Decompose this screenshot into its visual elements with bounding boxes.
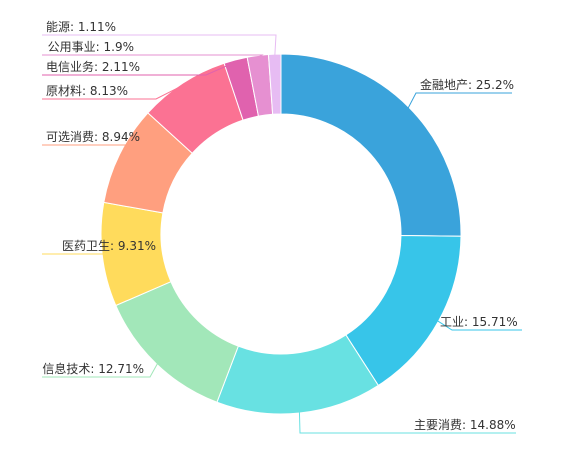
slice-label-2: 工业: 15.71% bbox=[440, 315, 518, 329]
slice-4[interactable] bbox=[115, 281, 239, 403]
slice-label-1: 金融地产: 25.2% bbox=[420, 77, 514, 92]
leader-line-6 bbox=[42, 144, 132, 156]
slice-label-7: 原材料: 8.13% bbox=[46, 84, 128, 98]
leader-line-8 bbox=[42, 61, 237, 76]
leader-line-3 bbox=[298, 410, 516, 434]
leader-line-4 bbox=[42, 362, 159, 378]
leader-line-9 bbox=[42, 54, 264, 58]
slices-group bbox=[100, 53, 462, 415]
slice-10[interactable] bbox=[267, 53, 282, 115]
leader-line-5 bbox=[42, 253, 119, 256]
leader-line-1 bbox=[407, 92, 512, 110]
slice-label-6: 可选消费: 8.94% bbox=[46, 130, 140, 144]
slice-label-10: 能源: 1.11% bbox=[46, 20, 116, 34]
leader-line-7 bbox=[42, 84, 185, 100]
slice-label-3: 主要消费: 14.88% bbox=[414, 418, 516, 432]
slice-label-5: 医药卫生: 9.31% bbox=[62, 239, 156, 253]
slice-label-8: 电信业务: 2.11% bbox=[46, 59, 140, 74]
slice-1[interactable] bbox=[280, 53, 462, 237]
slice-label-9: 公用事业: 1.9% bbox=[48, 40, 134, 54]
labels-group: 金融地产: 25.2% 工业: 15.71% 主要消费: 14.88% 信息技术: 1… bbox=[42, 20, 517, 432]
slice-label-4: 信息技术: 12.71% bbox=[42, 361, 144, 376]
leader-line-10 bbox=[42, 34, 277, 57]
leader-lines-group bbox=[42, 34, 522, 434]
leader-line-2 bbox=[436, 319, 522, 331]
